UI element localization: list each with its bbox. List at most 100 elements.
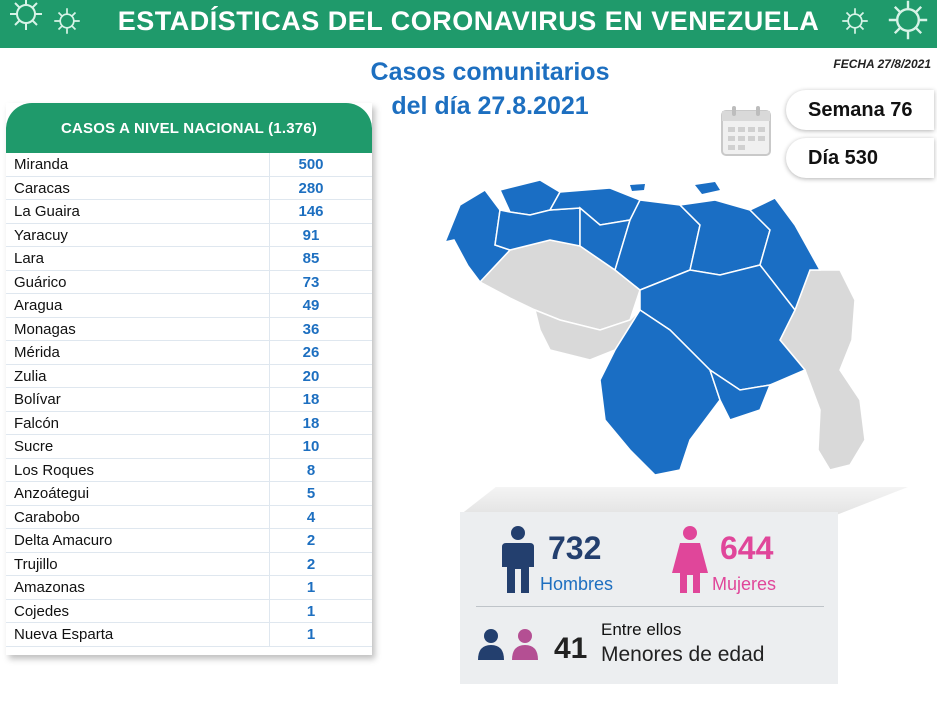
table-row: Nueva Esparta 1 [6,623,372,647]
subtitle: Casos comunitarios del día 27.8.2021 [330,55,650,123]
case-count: 49 [302,297,320,314]
state-name: Falcón [6,411,270,434]
minors-intro: Entre ellos [601,620,682,639]
state-name: Mérida [6,341,270,364]
table-row: Zulia 20 [6,364,372,388]
state-name: Zulia [6,364,270,387]
state-name: Yaracuy [6,223,270,246]
map-state-blue [443,189,512,284]
table-row: Miranda 500 [6,153,372,177]
case-count: 1 [306,626,316,643]
table-row: Monagas 36 [6,317,372,341]
state-name: Trujillo [6,552,270,575]
page-title: ESTADÍSTICAS DEL CORONAVIRUS EN VENEZUEL… [117,6,820,36]
women-count: 644 [720,530,774,566]
case-count: 18 [302,414,320,432]
state-name: Sucre [6,435,270,458]
state-name: Los Roques [6,458,270,481]
map-state-blue [494,207,581,251]
case-count: 8 [306,461,316,479]
minors-label: Menores de edad [601,643,765,666]
calendar-icon [721,106,771,156]
map-island [630,184,645,191]
minor-boy-icon [478,629,504,660]
virus-icon [10,0,42,30]
table-title: CASOS A NIVEL NACIONAL (1.376) [6,103,372,153]
table-row: Anzoátegui 5 [6,482,372,506]
men-count: 732 [548,530,602,566]
state-name: Delta Amacuro [6,529,270,552]
day-badge: Día 530 [786,138,934,178]
case-count: 18 [302,391,320,408]
map-state-blue [599,308,721,476]
case-count: 146 [298,203,324,220]
table-row: Guárico 73 [6,270,372,294]
case-count: 5 [306,485,316,502]
map-state-blue [708,368,772,421]
table-rows: Miranda 500 Caracas 280 La Guaira 146 Yaracuy 9… [6,153,372,647]
table-row: Delta Amacuro 2 [6,529,372,553]
case-count: 10 [302,438,320,455]
state-name: Monagas [6,317,270,340]
minors-count: 41 [554,632,588,665]
subtitle-line-2: del día 27.8.2021 [391,92,589,120]
case-count: 2 [306,555,316,573]
state-name: Anzoátegui [6,482,270,505]
table-row: Caracas 280 [6,176,372,200]
case-count: 85 [302,250,320,267]
map-island [695,182,720,194]
virus-icon [842,8,868,34]
table-row: Aragua 49 [6,294,372,318]
men-label: Hombres [540,574,614,594]
table-row: Bolívar 18 [6,388,372,412]
state-name: Bolívar [6,388,270,411]
table-row: Amazonas 1 [6,576,372,600]
woman-icon [672,526,708,593]
state-name: Amazonas [6,576,270,599]
state-name: Caracas [6,176,270,199]
table-row: Lara 85 [6,247,372,271]
table-row: Yaracuy 91 [6,223,372,247]
state-name: Guárico [6,270,270,293]
card-shadow [460,487,908,515]
case-count: 2 [306,532,316,549]
header-banner: ESTADÍSTICAS DEL CORONAVIRUS EN VENEZUEL… [0,0,937,48]
state-name: Cojedes [6,599,270,622]
virus-icon [888,0,928,40]
case-count: 4 [306,508,316,526]
table-row: Sucre 10 [6,435,372,459]
minor-girl-icon [512,629,538,660]
case-count: 500 [298,156,324,173]
case-count: 280 [298,179,324,197]
state-name: Nueva Esparta [6,623,270,646]
table-row: Falcón 18 [6,411,372,435]
case-count: 26 [302,344,320,361]
map-state-blue [748,197,822,312]
divider [476,606,824,607]
case-count: 91 [302,226,320,244]
table-row: La Guaira 146 [6,200,372,224]
state-name: La Guaira [6,200,270,223]
case-count: 1 [306,579,316,596]
subtitle-line-1: Casos comunitarios [370,58,610,86]
state-name: Carabobo [6,505,270,528]
table-row: Carabobo 4 [6,505,372,529]
state-name: Lara [6,247,270,270]
table-row: Mérida 26 [6,341,372,365]
table-row: Los Roques 8 [6,458,372,482]
case-count: 20 [302,367,320,385]
case-count: 73 [302,273,320,291]
case-count: 1 [306,602,316,620]
man-icon [502,526,534,593]
state-name: Miranda [6,153,270,176]
state-name: Aragua [6,294,270,317]
table-row: Cojedes 1 [6,599,372,623]
report-date: FECHA 27/8/2021 [833,57,931,71]
national-cases-table: CASOS A NIVEL NACIONAL (1.376) Miranda 50… [6,103,372,655]
women-label: Mujeres [712,574,777,594]
virus-icon [54,8,80,34]
week-badge: Semana 76 [786,90,934,130]
case-count: 36 [302,320,320,338]
table-row: Trujillo 2 [6,552,372,576]
venezuela-map [443,179,866,476]
